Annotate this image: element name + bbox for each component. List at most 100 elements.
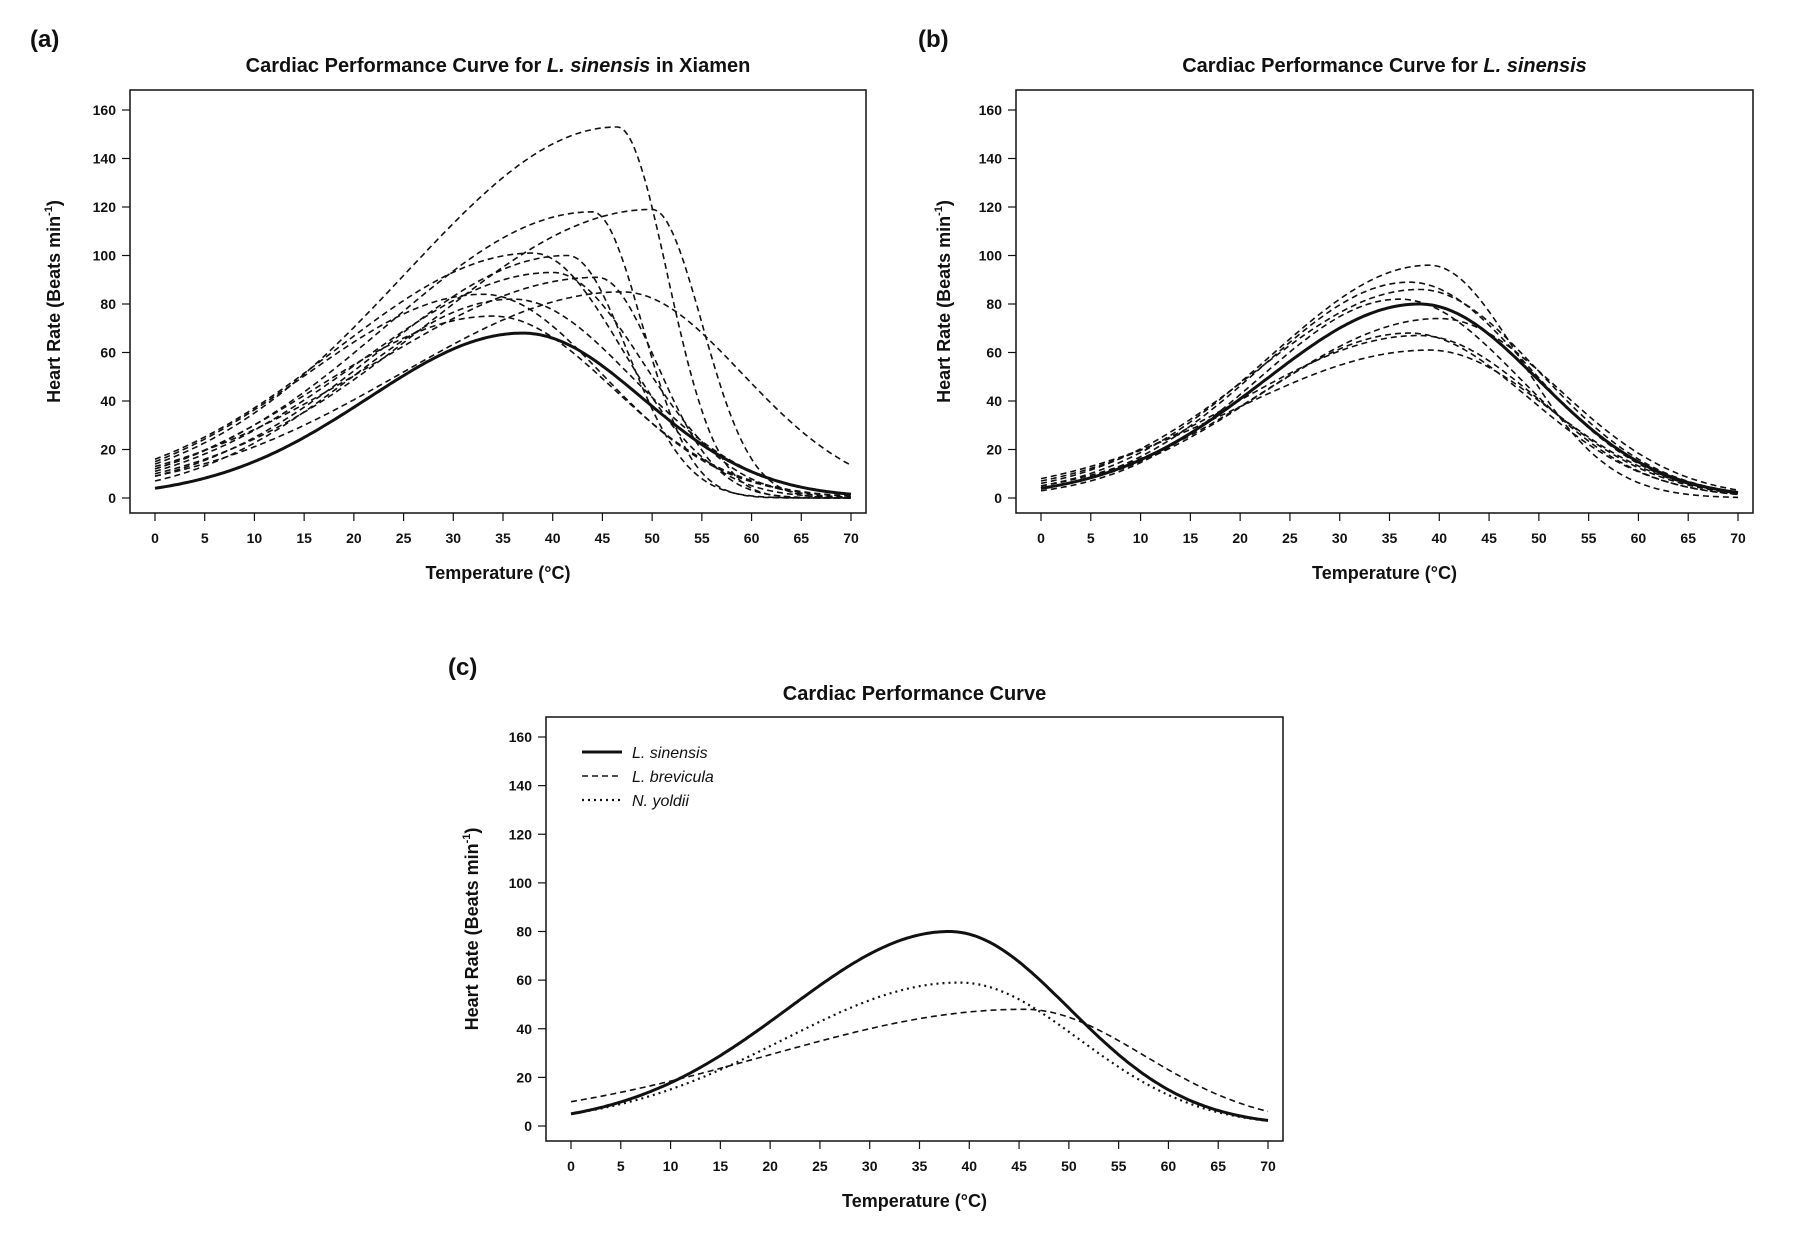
y-tick-label: 160: [979, 102, 1003, 118]
series-line-dashed: [154, 291, 852, 477]
y-axis-title-superscript: -1: [933, 206, 945, 216]
title-prefix: Cardiac Performance Curve for: [246, 55, 547, 77]
x-tick-label: 5: [1087, 530, 1095, 546]
x-tick-label: 30: [862, 1158, 878, 1174]
y-tick-label: 40: [516, 1021, 532, 1037]
x-tick-label: 15: [1183, 530, 1199, 546]
series-line-dashed: [154, 208, 851, 499]
y-tick-label: 20: [986, 442, 1002, 458]
y-tick-label: 0: [994, 490, 1002, 506]
panel-label: (b): [918, 26, 949, 53]
x-tick-label: 25: [396, 530, 412, 546]
series-line-dashed: [1040, 281, 1739, 494]
x-tick-label: 35: [495, 530, 511, 546]
y-tick-label: 80: [516, 924, 532, 940]
x-tick-label: 60: [1631, 530, 1647, 546]
y-axis-title-main: Heart Rate (Beats min: [462, 843, 482, 1030]
x-tick-label: 0: [151, 530, 159, 546]
y-axis-title-main: Heart Rate (Beats min: [44, 216, 64, 403]
x-tick-label: 70: [843, 530, 859, 546]
x-tick-label: 40: [961, 1158, 977, 1174]
series-line-dashed: [1040, 317, 1739, 491]
series-line-dashed: [1040, 298, 1739, 496]
x-tick-label: 0: [1037, 530, 1045, 546]
x-axis-title: Temperature (°C): [842, 1191, 987, 1211]
panel-label: (c): [448, 654, 477, 681]
y-tick-label: 100: [979, 248, 1003, 264]
x-tick-label: 0: [567, 1158, 575, 1174]
x-tick-label: 65: [1680, 530, 1696, 546]
x-tick-label: 15: [713, 1158, 729, 1174]
series-line-solid: [1040, 302, 1739, 494]
y-tick-label: 0: [108, 490, 116, 506]
x-tick-label: 55: [694, 530, 710, 546]
series-line-dashed: [154, 126, 851, 499]
x-tick-label: 50: [644, 530, 660, 546]
y-tick-label: 120: [979, 199, 1003, 215]
series-line-dotted: [570, 981, 1269, 1122]
panel-a: (a) Cardiac Performance Curve for L. sine…: [30, 26, 867, 583]
y-axis-title-superscript: -1: [461, 834, 473, 844]
x-tick-label: 30: [445, 530, 461, 546]
series-line-dashed: [154, 315, 852, 497]
x-tick-label: 15: [296, 530, 312, 546]
x-tick-label: 50: [1061, 1158, 1077, 1174]
title-prefix: Cardiac Performance Curve for: [1182, 55, 1483, 77]
plot-frame: [129, 89, 867, 514]
y-tick-label: 160: [509, 729, 533, 745]
y-tick-label: 120: [93, 199, 117, 215]
x-tick-label: 65: [793, 530, 809, 546]
series-line-dashed: [1040, 349, 1739, 494]
x-tick-label: 40: [545, 530, 561, 546]
x-axis-title: Temperature (°C): [426, 563, 571, 583]
y-tick-label: 60: [986, 345, 1002, 361]
x-tick-label: 30: [1332, 530, 1348, 546]
series-line-dashed: [154, 271, 852, 498]
y-tick-label: 60: [516, 972, 532, 988]
x-tick-label: 35: [912, 1158, 928, 1174]
x-tick-label: 45: [1011, 1158, 1027, 1174]
y-axis-title-close: ): [934, 200, 954, 206]
series-line-dashed: [1040, 288, 1739, 493]
x-tick-label: 50: [1531, 530, 1547, 546]
x-tick-label: 5: [617, 1158, 625, 1174]
panel-b: (b) Cardiac Performance Curve for L. sine…: [918, 26, 1754, 583]
title-suffix: in Xiamen: [650, 55, 750, 77]
series-line-dashed: [154, 211, 851, 499]
title-species: L. sinensis: [1483, 55, 1586, 77]
title-species: L. sinensis: [547, 55, 650, 77]
x-tick-label: 5: [201, 530, 209, 546]
y-axis-title: Heart Rate (Beats min-1): [933, 200, 954, 403]
x-tick-label: 25: [812, 1158, 828, 1174]
x-tick-label: 60: [744, 530, 760, 546]
y-axis-title-close: ): [462, 828, 482, 834]
x-tick-label: 65: [1210, 1158, 1226, 1174]
legend-label: N. yoldii: [632, 793, 689, 810]
y-tick-label: 20: [100, 442, 116, 458]
x-axis-title: Temperature (°C): [1312, 563, 1457, 583]
series-line-solid: [570, 930, 1269, 1122]
y-tick-label: 20: [516, 1069, 532, 1085]
chart-title: Cardiac Performance Curve for L. sinensi…: [246, 55, 751, 77]
y-axis-title-main: Heart Rate (Beats min: [934, 216, 954, 403]
x-tick-label: 25: [1282, 530, 1298, 546]
y-tick-label: 0: [524, 1118, 532, 1134]
y-tick-label: 100: [93, 248, 117, 264]
legend-label: L. sinensis: [632, 745, 708, 762]
y-axis-title: Heart Rate (Beats min-1): [461, 828, 482, 1031]
y-tick-label: 60: [100, 345, 116, 361]
series-line-dashed: [154, 293, 852, 497]
y-tick-label: 140: [509, 778, 533, 794]
x-tick-label: 70: [1730, 530, 1746, 546]
series-line-dashed: [154, 298, 852, 496]
y-tick-label: 160: [93, 102, 117, 118]
x-tick-label: 55: [1581, 530, 1597, 546]
x-tick-label: 60: [1161, 1158, 1177, 1174]
y-tick-label: 120: [509, 826, 533, 842]
y-tick-label: 80: [100, 296, 116, 312]
x-tick-label: 45: [1481, 530, 1497, 546]
chart-title: Cardiac Performance Curve for L. sinensi…: [1182, 55, 1587, 77]
y-tick-label: 140: [979, 151, 1003, 167]
series-line-dashed: [570, 1008, 1269, 1113]
